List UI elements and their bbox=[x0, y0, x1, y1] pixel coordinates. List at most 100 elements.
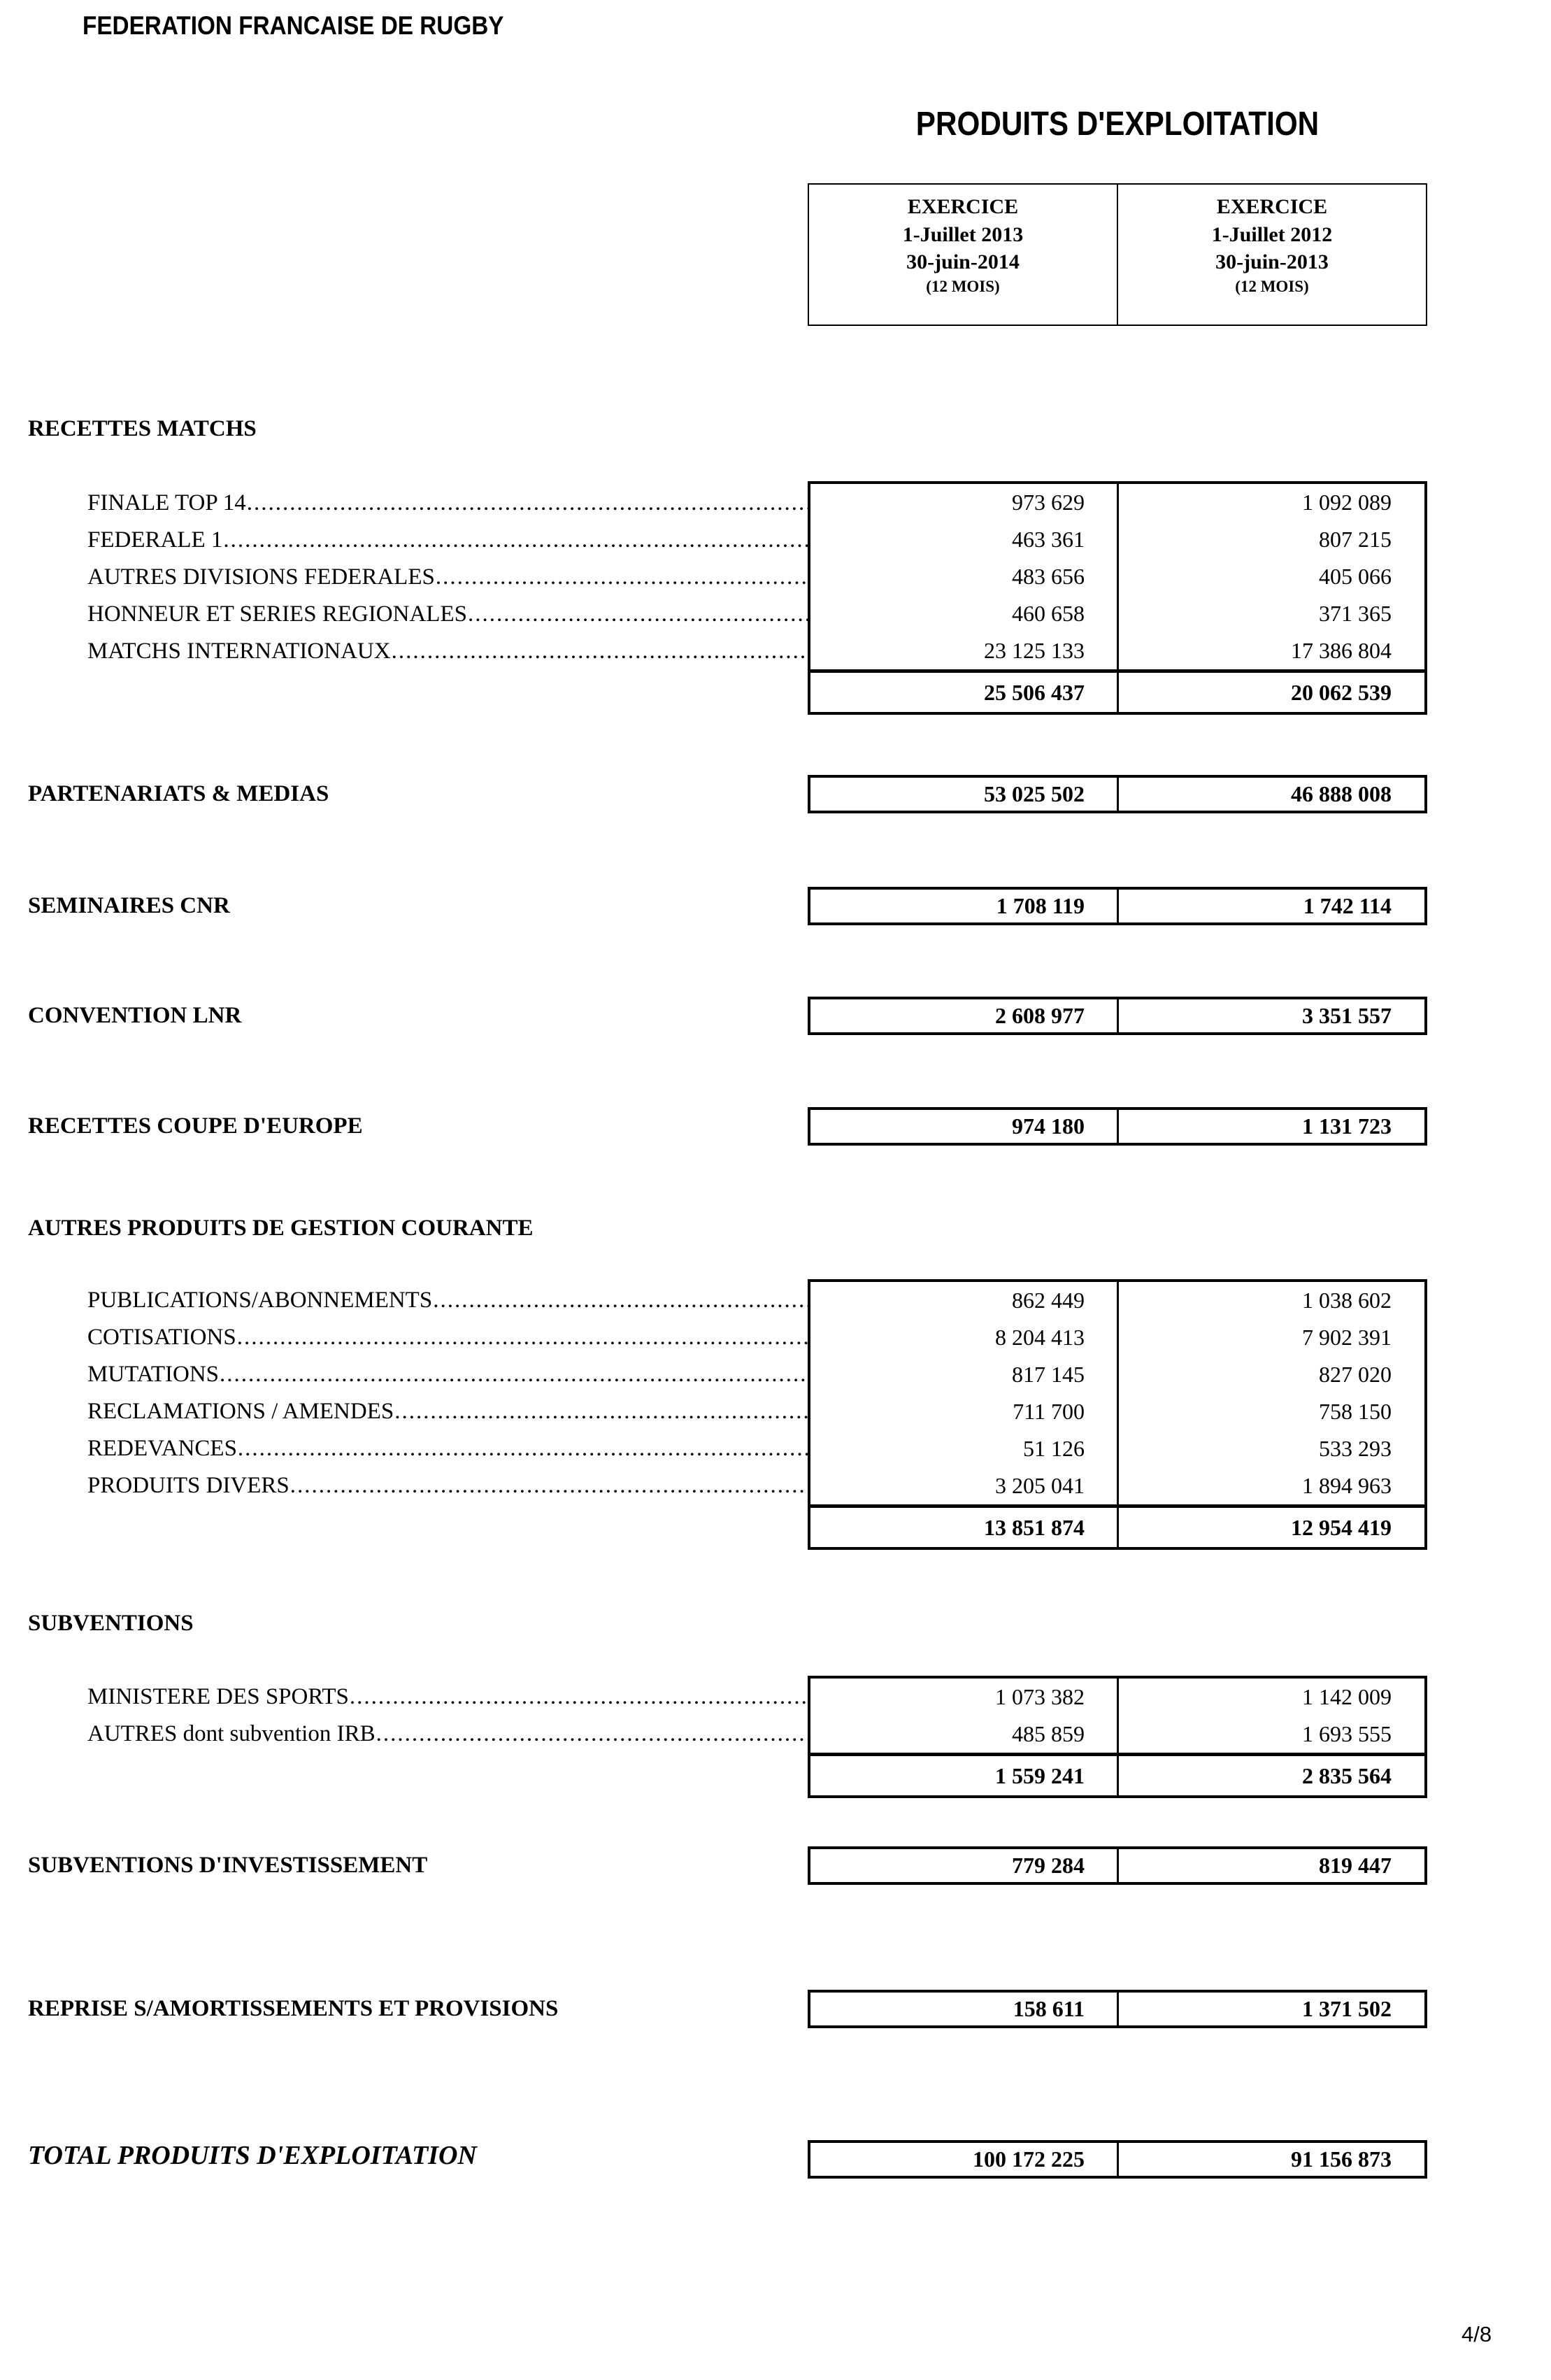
table-row: 460 658 371 365 bbox=[810, 595, 1424, 632]
row-label: AUTRES dont subvention IRB bbox=[87, 1716, 808, 1753]
value-cell: 758 150 bbox=[1117, 1393, 1424, 1430]
values-box-total-produits-exploitation: 100 172 225 91 156 873 bbox=[808, 2140, 1427, 2179]
value-cell: 17 386 804 bbox=[1117, 632, 1424, 669]
row-label: MINISTERE DES SPORTS bbox=[87, 1679, 808, 1716]
value-cell: 1 742 114 bbox=[1117, 890, 1424, 922]
value-cell: 405 066 bbox=[1117, 558, 1424, 595]
row-label-recettes-coupe-europe: RECETTES COUPE D'EUROPE bbox=[28, 1113, 363, 1139]
exercise-end-2: 30-juin-2013 bbox=[1215, 250, 1329, 274]
values-box-convention-lnr: 2 608 977 3 351 557 bbox=[808, 997, 1427, 1035]
exercise-start-2: 1-Juillet 2012 bbox=[1211, 222, 1333, 246]
value-cell: 7 902 391 bbox=[1117, 1319, 1424, 1356]
dot-leader bbox=[468, 596, 808, 633]
row-label-subventions-investissement: SUBVENTIONS D'INVESTISSEMENT bbox=[28, 1853, 428, 1878]
value-cell: 779 284 bbox=[1012, 1853, 1085, 1878]
exercise-end-1: 30-juin-2014 bbox=[906, 250, 1020, 274]
value-cell: 2 608 977 bbox=[995, 1003, 1085, 1028]
section-heading-recettes-matchs: RECETTES MATCHS bbox=[28, 416, 257, 441]
table-row: 711 700 758 150 bbox=[810, 1393, 1424, 1430]
row-labels-autres-produits: PUBLICATIONS/ABONNEMENTS COTISATIONS MUT… bbox=[87, 1282, 808, 1504]
row-label-total-produits-exploitation: TOTAL PRODUITS D'EXPLOITATION bbox=[28, 2141, 477, 2170]
value-cell: 23 125 133 bbox=[984, 638, 1085, 663]
page-number: 4/8 bbox=[1461, 2322, 1492, 2346]
exercise-duration-1: (12 MOIS) bbox=[926, 277, 1000, 295]
value-cell: 46 888 008 bbox=[1117, 778, 1424, 811]
value-cell: 974 180 bbox=[1012, 1113, 1085, 1139]
table-row: 485 859 1 693 555 bbox=[810, 1716, 1424, 1753]
exercise-label-1: EXERCICE bbox=[907, 195, 1019, 218]
table-row: 974 180 1 131 723 bbox=[810, 1110, 1424, 1143]
table-row: 779 284 819 447 bbox=[810, 1849, 1424, 1882]
table-row: 1 073 382 1 142 009 bbox=[810, 1679, 1424, 1716]
table-row: 973 629 1 092 089 bbox=[810, 484, 1424, 521]
exercise-start-1: 1-Juillet 2013 bbox=[902, 222, 1024, 246]
value-cell: 1 038 602 bbox=[1117, 1282, 1424, 1319]
values-box-recettes-coupe-europe: 974 180 1 131 723 bbox=[808, 1107, 1427, 1146]
value-cell: 371 365 bbox=[1117, 595, 1424, 632]
value-cell: 158 611 bbox=[1013, 1996, 1085, 2021]
dot-leader bbox=[436, 559, 808, 596]
value-cell: 533 293 bbox=[1117, 1430, 1424, 1467]
value-cell: 483 656 bbox=[1012, 564, 1085, 589]
total-cell: 1 559 241 bbox=[995, 1763, 1085, 1788]
exercise-label-2: EXERCICE bbox=[1216, 195, 1328, 218]
exercise-column-1: EXERCICE 1-Juillet 2013 30-juin-2014 (12… bbox=[809, 185, 1117, 325]
value-cell: 1 708 119 bbox=[996, 893, 1085, 918]
table-row-total: 1 559 241 2 835 564 bbox=[810, 1753, 1424, 1795]
section-heading-subventions: SUBVENTIONS bbox=[28, 1611, 194, 1636]
row-labels-subventions: MINISTERE DES SPORTS AUTRES dont subvent… bbox=[87, 1679, 808, 1753]
value-cell: 807 215 bbox=[1117, 521, 1424, 558]
table-row: 100 172 225 91 156 873 bbox=[810, 2143, 1424, 2176]
table-row: 51 126 533 293 bbox=[810, 1430, 1424, 1467]
value-cell: 1 371 502 bbox=[1117, 1993, 1424, 2025]
table-row: 158 611 1 371 502 bbox=[810, 1993, 1424, 2025]
values-table-autres-produits: 862 449 1 038 602 8 204 413 7 902 391 81… bbox=[808, 1279, 1427, 1550]
value-cell: 711 700 bbox=[1013, 1399, 1085, 1424]
values-box-reprise-amortissements: 158 611 1 371 502 bbox=[808, 1990, 1427, 2028]
table-row: 3 205 041 1 894 963 bbox=[810, 1467, 1424, 1504]
organization-title: FEDERATION FRANCAISE DE RUGBY bbox=[83, 11, 504, 40]
row-label: AUTRES DIVISIONS FEDERALES bbox=[87, 559, 808, 596]
value-cell: 1 131 723 bbox=[1117, 1110, 1424, 1143]
row-label-seminaires-cnr: SEMINAIRES CNR bbox=[28, 893, 230, 918]
table-row: 23 125 133 17 386 804 bbox=[810, 632, 1424, 669]
values-box-partenariats-medias: 53 025 502 46 888 008 bbox=[808, 775, 1427, 813]
table-row: 2 608 977 3 351 557 bbox=[810, 999, 1424, 1032]
row-label: PRODUITS DIVERS bbox=[87, 1467, 808, 1504]
table-row: 483 656 405 066 bbox=[810, 558, 1424, 595]
value-cell: 827 020 bbox=[1117, 1356, 1424, 1393]
value-cell: 485 859 bbox=[1012, 1721, 1085, 1746]
row-label: MUTATIONS bbox=[87, 1356, 808, 1393]
table-row: 8 204 413 7 902 391 bbox=[810, 1319, 1424, 1356]
exercise-column-2: EXERCICE 1-Juillet 2012 30-juin-2013 (12… bbox=[1117, 185, 1426, 325]
table-row: 1 708 119 1 742 114 bbox=[810, 890, 1424, 922]
dot-leader bbox=[223, 522, 808, 559]
value-cell: 8 204 413 bbox=[995, 1325, 1085, 1350]
values-table-subventions: 1 073 382 1 142 009 485 859 1 693 555 1 … bbox=[808, 1676, 1427, 1798]
dot-leader bbox=[290, 1467, 808, 1504]
table-row: 862 449 1 038 602 bbox=[810, 1282, 1424, 1319]
row-label-convention-lnr: CONVENTION LNR bbox=[28, 1003, 242, 1028]
value-cell: 817 145 bbox=[1012, 1362, 1085, 1387]
dot-leader bbox=[392, 633, 808, 670]
dot-leader bbox=[350, 1679, 808, 1716]
section-heading-autres-produits: AUTRES PRODUITS DE GESTION COURANTE bbox=[28, 1216, 534, 1241]
values-box-subventions-investissement: 779 284 819 447 bbox=[808, 1846, 1427, 1885]
table-row: 817 145 827 020 bbox=[810, 1356, 1424, 1393]
value-cell: 973 629 bbox=[1012, 490, 1085, 515]
row-label: RECLAMATIONS / AMENDES bbox=[87, 1393, 808, 1430]
value-cell: 51 126 bbox=[1023, 1436, 1085, 1461]
value-cell: 1 073 382 bbox=[995, 1684, 1085, 1709]
dot-leader bbox=[376, 1716, 808, 1753]
dot-leader bbox=[237, 1319, 808, 1356]
table-row-total: 25 506 437 20 062 539 bbox=[810, 669, 1424, 712]
row-label: COTISATIONS bbox=[87, 1319, 808, 1356]
total-cell: 13 851 874 bbox=[984, 1515, 1085, 1540]
exercise-header: EXERCICE 1-Juillet 2013 30-juin-2014 (12… bbox=[808, 183, 1427, 326]
dot-leader bbox=[220, 1356, 808, 1393]
dot-leader bbox=[394, 1393, 808, 1430]
value-cell: 1 092 089 bbox=[1117, 484, 1424, 521]
value-cell: 463 361 bbox=[1012, 527, 1085, 552]
row-labels-recettes-matchs: FINALE TOP 14 FEDERALE 1 AUTRES DIVISION… bbox=[87, 485, 808, 670]
row-label: REDEVANCES bbox=[87, 1430, 808, 1467]
